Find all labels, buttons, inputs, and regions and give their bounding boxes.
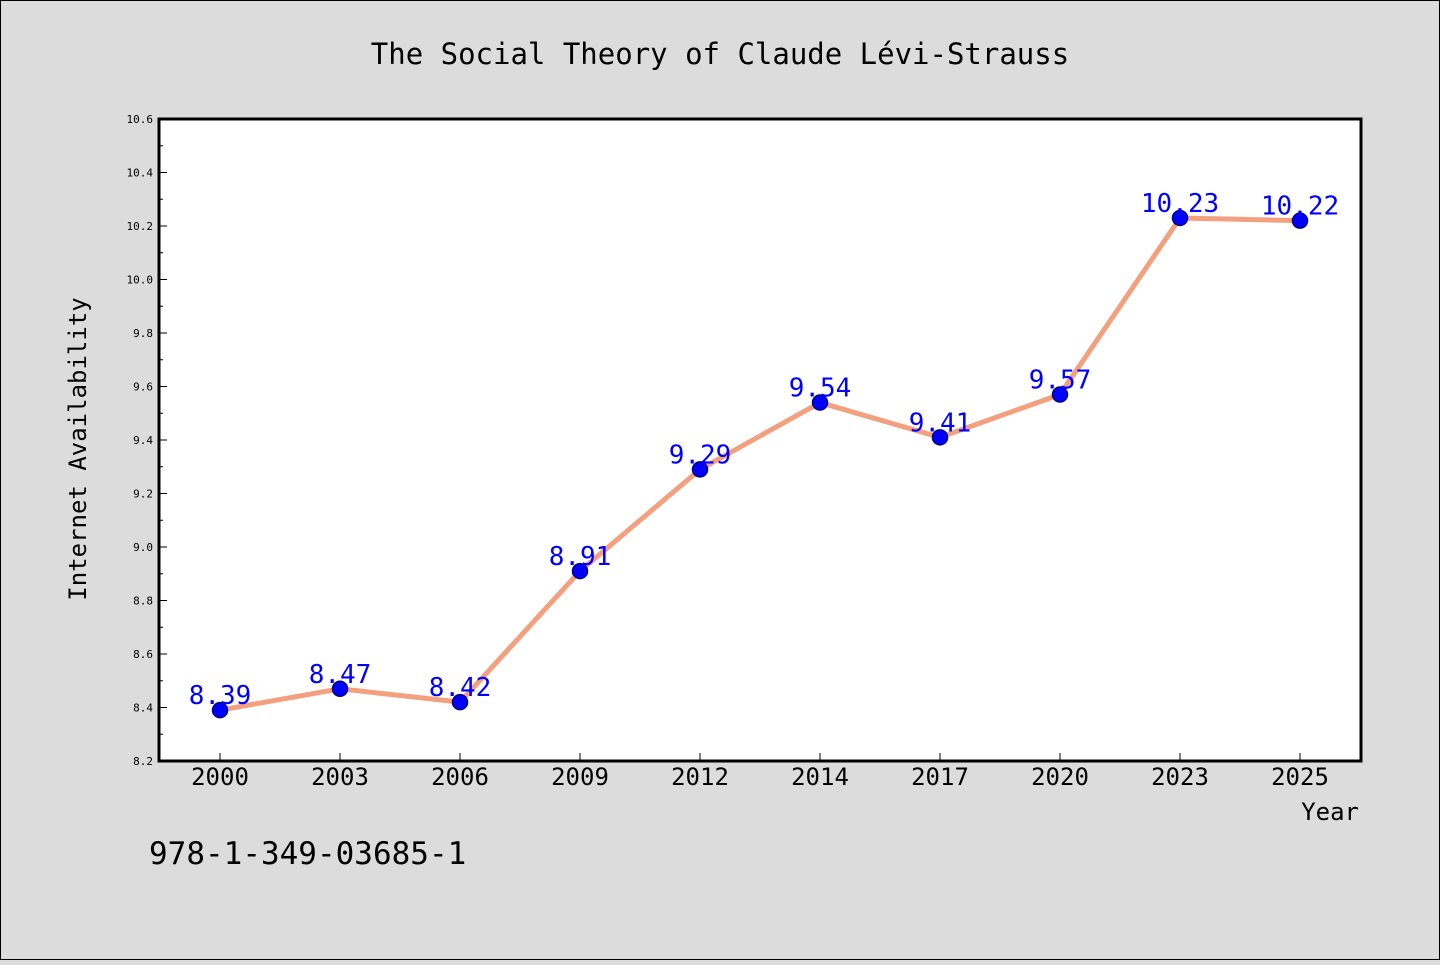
plot-area <box>159 119 1361 761</box>
x-tick-label: 2003 <box>311 763 369 791</box>
data-point <box>331 680 349 698</box>
chart-title: The Social Theory of Claude Lévi-Strauss <box>371 37 1069 71</box>
y-tick-label: 9.6 <box>133 381 153 394</box>
y-tick-label: 10.2 <box>127 220 154 233</box>
series-layer: 8.39 8.47 8.42 8.91 9.29 9.54 9.41 9.57 10.23 10.… <box>189 189 1339 719</box>
x-tick-label: 2017 <box>911 763 969 791</box>
data-label: 9.41 <box>909 408 972 438</box>
x-tick-label: 2009 <box>551 763 609 791</box>
y-tick-label: 9.8 <box>133 327 153 340</box>
x-axis-label: Year <box>1301 798 1359 826</box>
x-tick-label: 2000 <box>191 763 249 791</box>
y-tick-label: 8.4 <box>133 702 153 715</box>
y-tick-label: 10.4 <box>127 167 154 180</box>
x-axis-ticks: 2000 2003 2006 2009 2012 2014 2017 2020 2023 2025 <box>191 753 1329 791</box>
plot-frame <box>157 117 1363 763</box>
data-point <box>1171 209 1189 227</box>
series-line <box>217 215 1303 713</box>
data-point <box>1051 386 1069 403</box>
data-label: 8.47 <box>309 660 372 690</box>
y-tick-label: 8.2 <box>133 755 153 768</box>
data-point <box>571 562 589 580</box>
data-point <box>451 693 469 711</box>
data-label: 9.57 <box>1029 366 1092 396</box>
y-axis-label: Internet Availability <box>64 297 92 600</box>
data-label: 8.91 <box>549 542 612 572</box>
data-label: 9.54 <box>789 374 852 404</box>
y-tick-label: 10.0 <box>127 274 154 287</box>
y-axis-ticks: 8.2 8.4 8.6 8.8 9.0 9.2 9.4 9.6 9.8 10.0 10.2 10.4 1… <box>127 113 167 768</box>
x-tick-label: 2006 <box>431 763 489 791</box>
x-tick-label: 2012 <box>671 763 729 791</box>
x-tick-label: 2023 <box>1151 763 1209 791</box>
y-tick-label: 8.6 <box>133 648 153 661</box>
y-tick-label: 9.0 <box>133 541 153 554</box>
isbn-annotation: 978-1-349-03685-1 <box>149 836 466 872</box>
data-label: 8.42 <box>429 673 492 703</box>
data-point <box>211 701 229 719</box>
y-tick-label: 8.8 <box>133 595 153 608</box>
y-tick-label: 9.4 <box>133 434 153 447</box>
data-point <box>1291 212 1309 229</box>
data-point <box>931 429 949 446</box>
data-label: 10.22 <box>1261 192 1339 222</box>
data-label: 10.23 <box>1141 189 1219 219</box>
data-point <box>811 394 829 411</box>
x-tick-label: 2020 <box>1031 763 1089 791</box>
y-tick-label: 9.2 <box>133 488 153 501</box>
x-tick-label: 2025 <box>1271 763 1329 791</box>
data-label: 8.39 <box>189 681 252 711</box>
data-point <box>691 461 709 478</box>
y-tick-label: 10.6 <box>127 113 154 126</box>
x-tick-label: 2014 <box>791 763 849 791</box>
data-label: 9.29 <box>669 440 732 470</box>
